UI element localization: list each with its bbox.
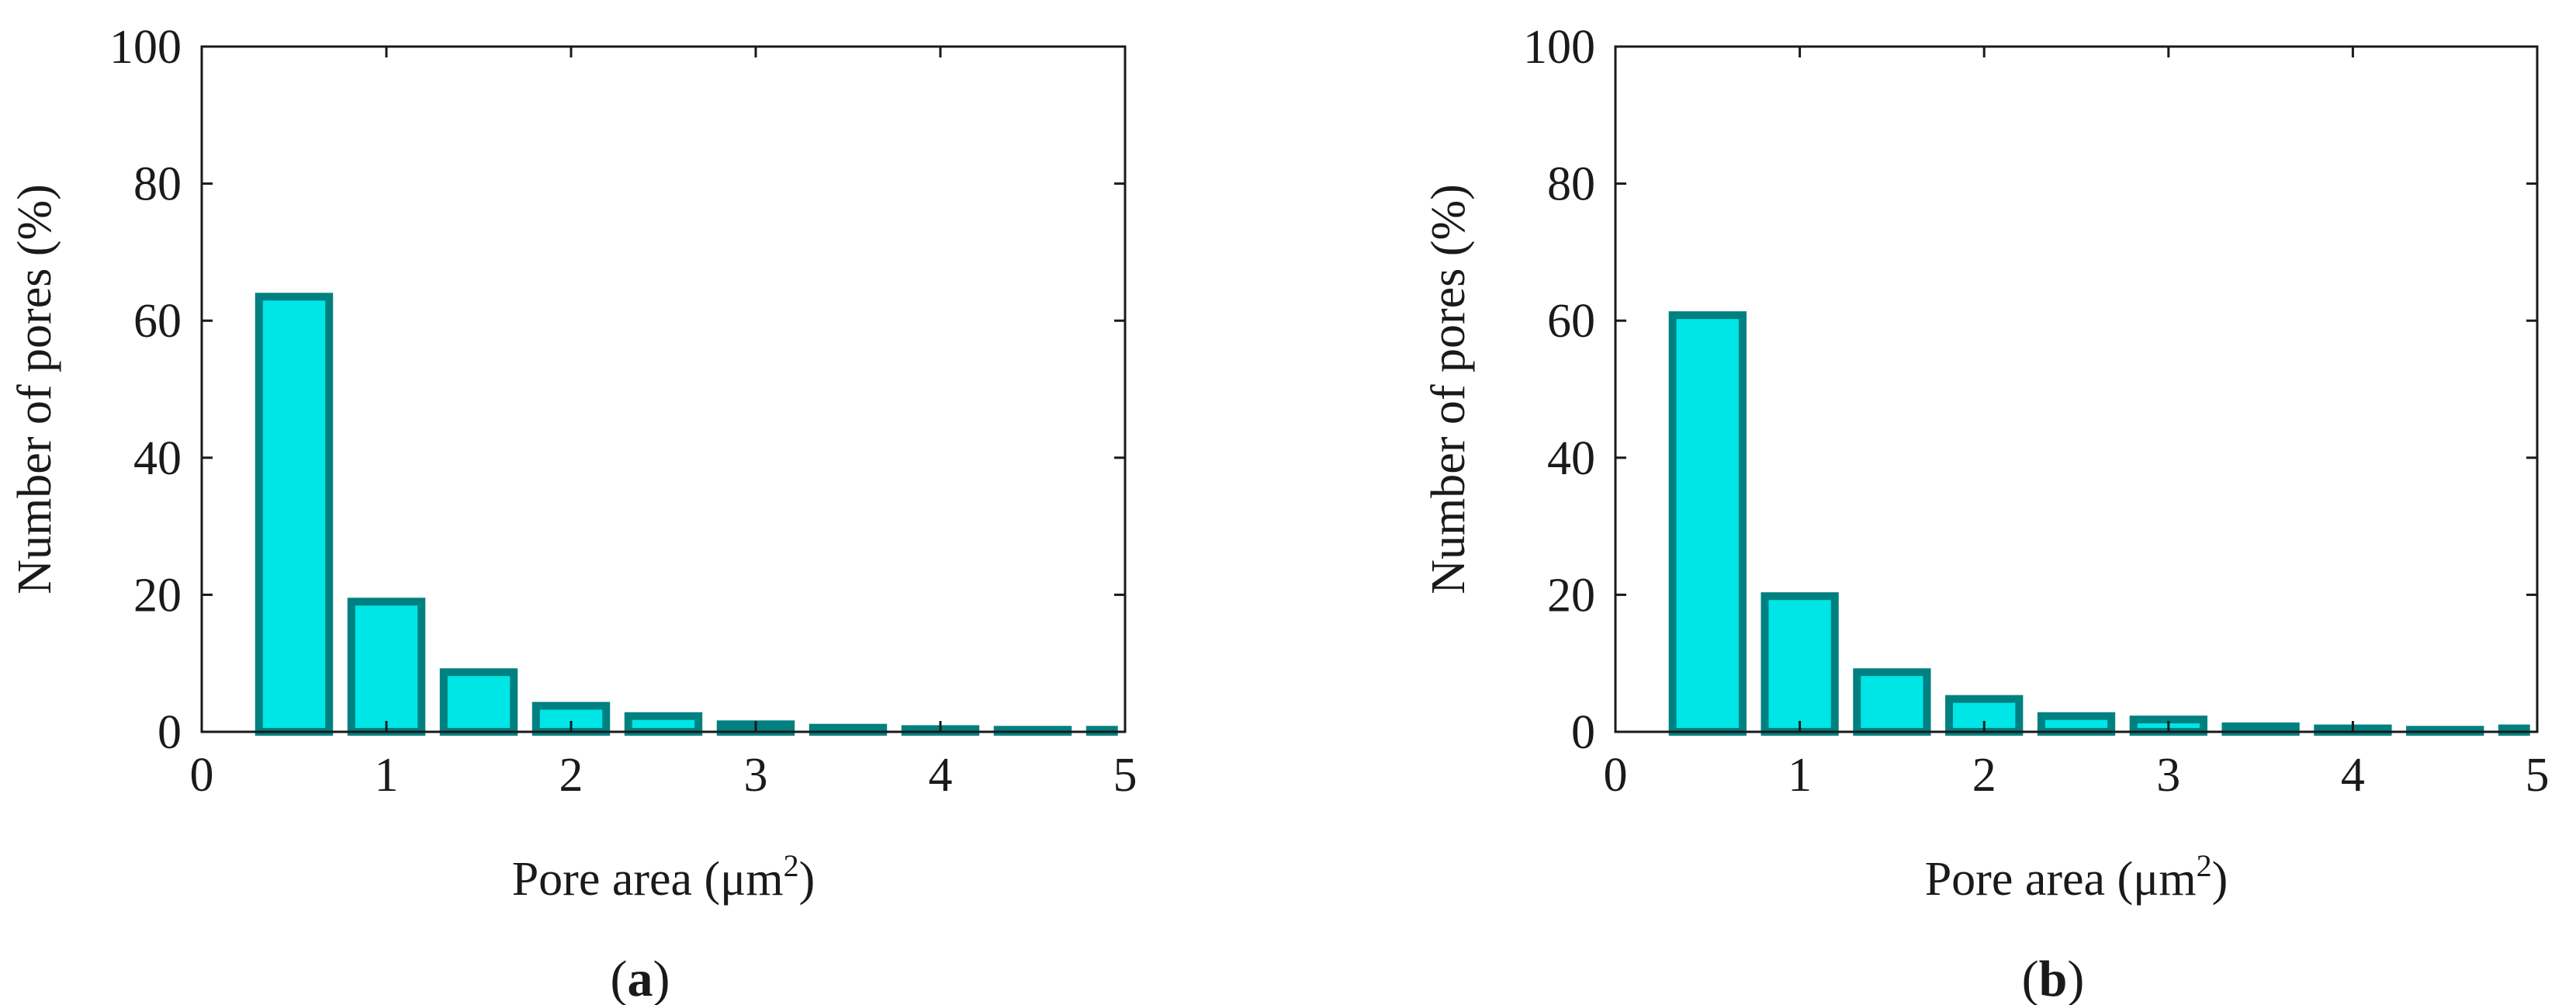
x-tick-label: 2 <box>559 749 583 802</box>
y-tick-label: 60 <box>1547 295 1595 348</box>
chart-panel-a: 0 20 40 60 80 100 0 1 2 3 4 5 Pore area (μm2) Number … <box>9 21 1137 1005</box>
y-tick-label: 0 <box>1571 706 1595 759</box>
bar-4 <box>2037 712 2116 736</box>
panel-label: (b) <box>2022 951 2085 1005</box>
y-axis-label: Number of pores (%) <box>1422 184 1475 594</box>
x-tick-label: 1 <box>1788 749 1812 802</box>
y-tick-label: 40 <box>133 432 182 485</box>
x-tick-label: 0 <box>190 749 214 802</box>
bar-2 <box>439 668 518 736</box>
y-tick-label: 100 <box>109 21 182 74</box>
y-tick-label: 60 <box>133 295 182 348</box>
y-tick-label: 20 <box>1547 569 1595 622</box>
y-axis-label: Number of pores (%) <box>9 184 61 594</box>
bar-4 <box>624 712 703 736</box>
x-tick-label: 3 <box>744 749 768 802</box>
bar-1 <box>347 598 426 736</box>
plot-frame <box>200 45 1127 733</box>
plot-frame <box>1614 45 2539 733</box>
x-tick-label: 4 <box>2341 749 2365 802</box>
x-axis-label: Pore area (μm2) <box>1925 848 2228 906</box>
x-tick-label: 2 <box>1972 749 1996 802</box>
bar-1 <box>1761 592 1839 736</box>
x-tick-label: 5 <box>2526 749 2550 802</box>
x-axis-label: Pore area (μm2) <box>512 848 815 906</box>
chart-panel-b: 0 20 40 60 80 100 0 1 2 3 4 5 Pore area (μm2) Number … <box>1422 21 2550 1005</box>
y-tick-label: 20 <box>133 569 182 622</box>
y-tick-label: 100 <box>1523 21 1595 74</box>
x-tick-label: 4 <box>929 749 953 802</box>
y-tick-label: 40 <box>1547 432 1595 485</box>
bar-0 <box>1668 311 1747 736</box>
x-tick-label: 0 <box>1604 749 1628 802</box>
bar-2 <box>1853 668 1931 736</box>
panel-label: (a) <box>611 951 670 1005</box>
bars <box>1668 311 2530 736</box>
y-tick-label: 80 <box>1547 158 1595 211</box>
y-tick-label: 0 <box>158 706 182 759</box>
x-tick-label: 5 <box>1113 749 1137 802</box>
x-tick-label: 1 <box>375 749 399 802</box>
y-tick-label: 80 <box>133 158 182 211</box>
bars <box>254 293 1118 736</box>
bar-0 <box>254 293 334 736</box>
x-tick-label: 3 <box>2156 749 2180 802</box>
